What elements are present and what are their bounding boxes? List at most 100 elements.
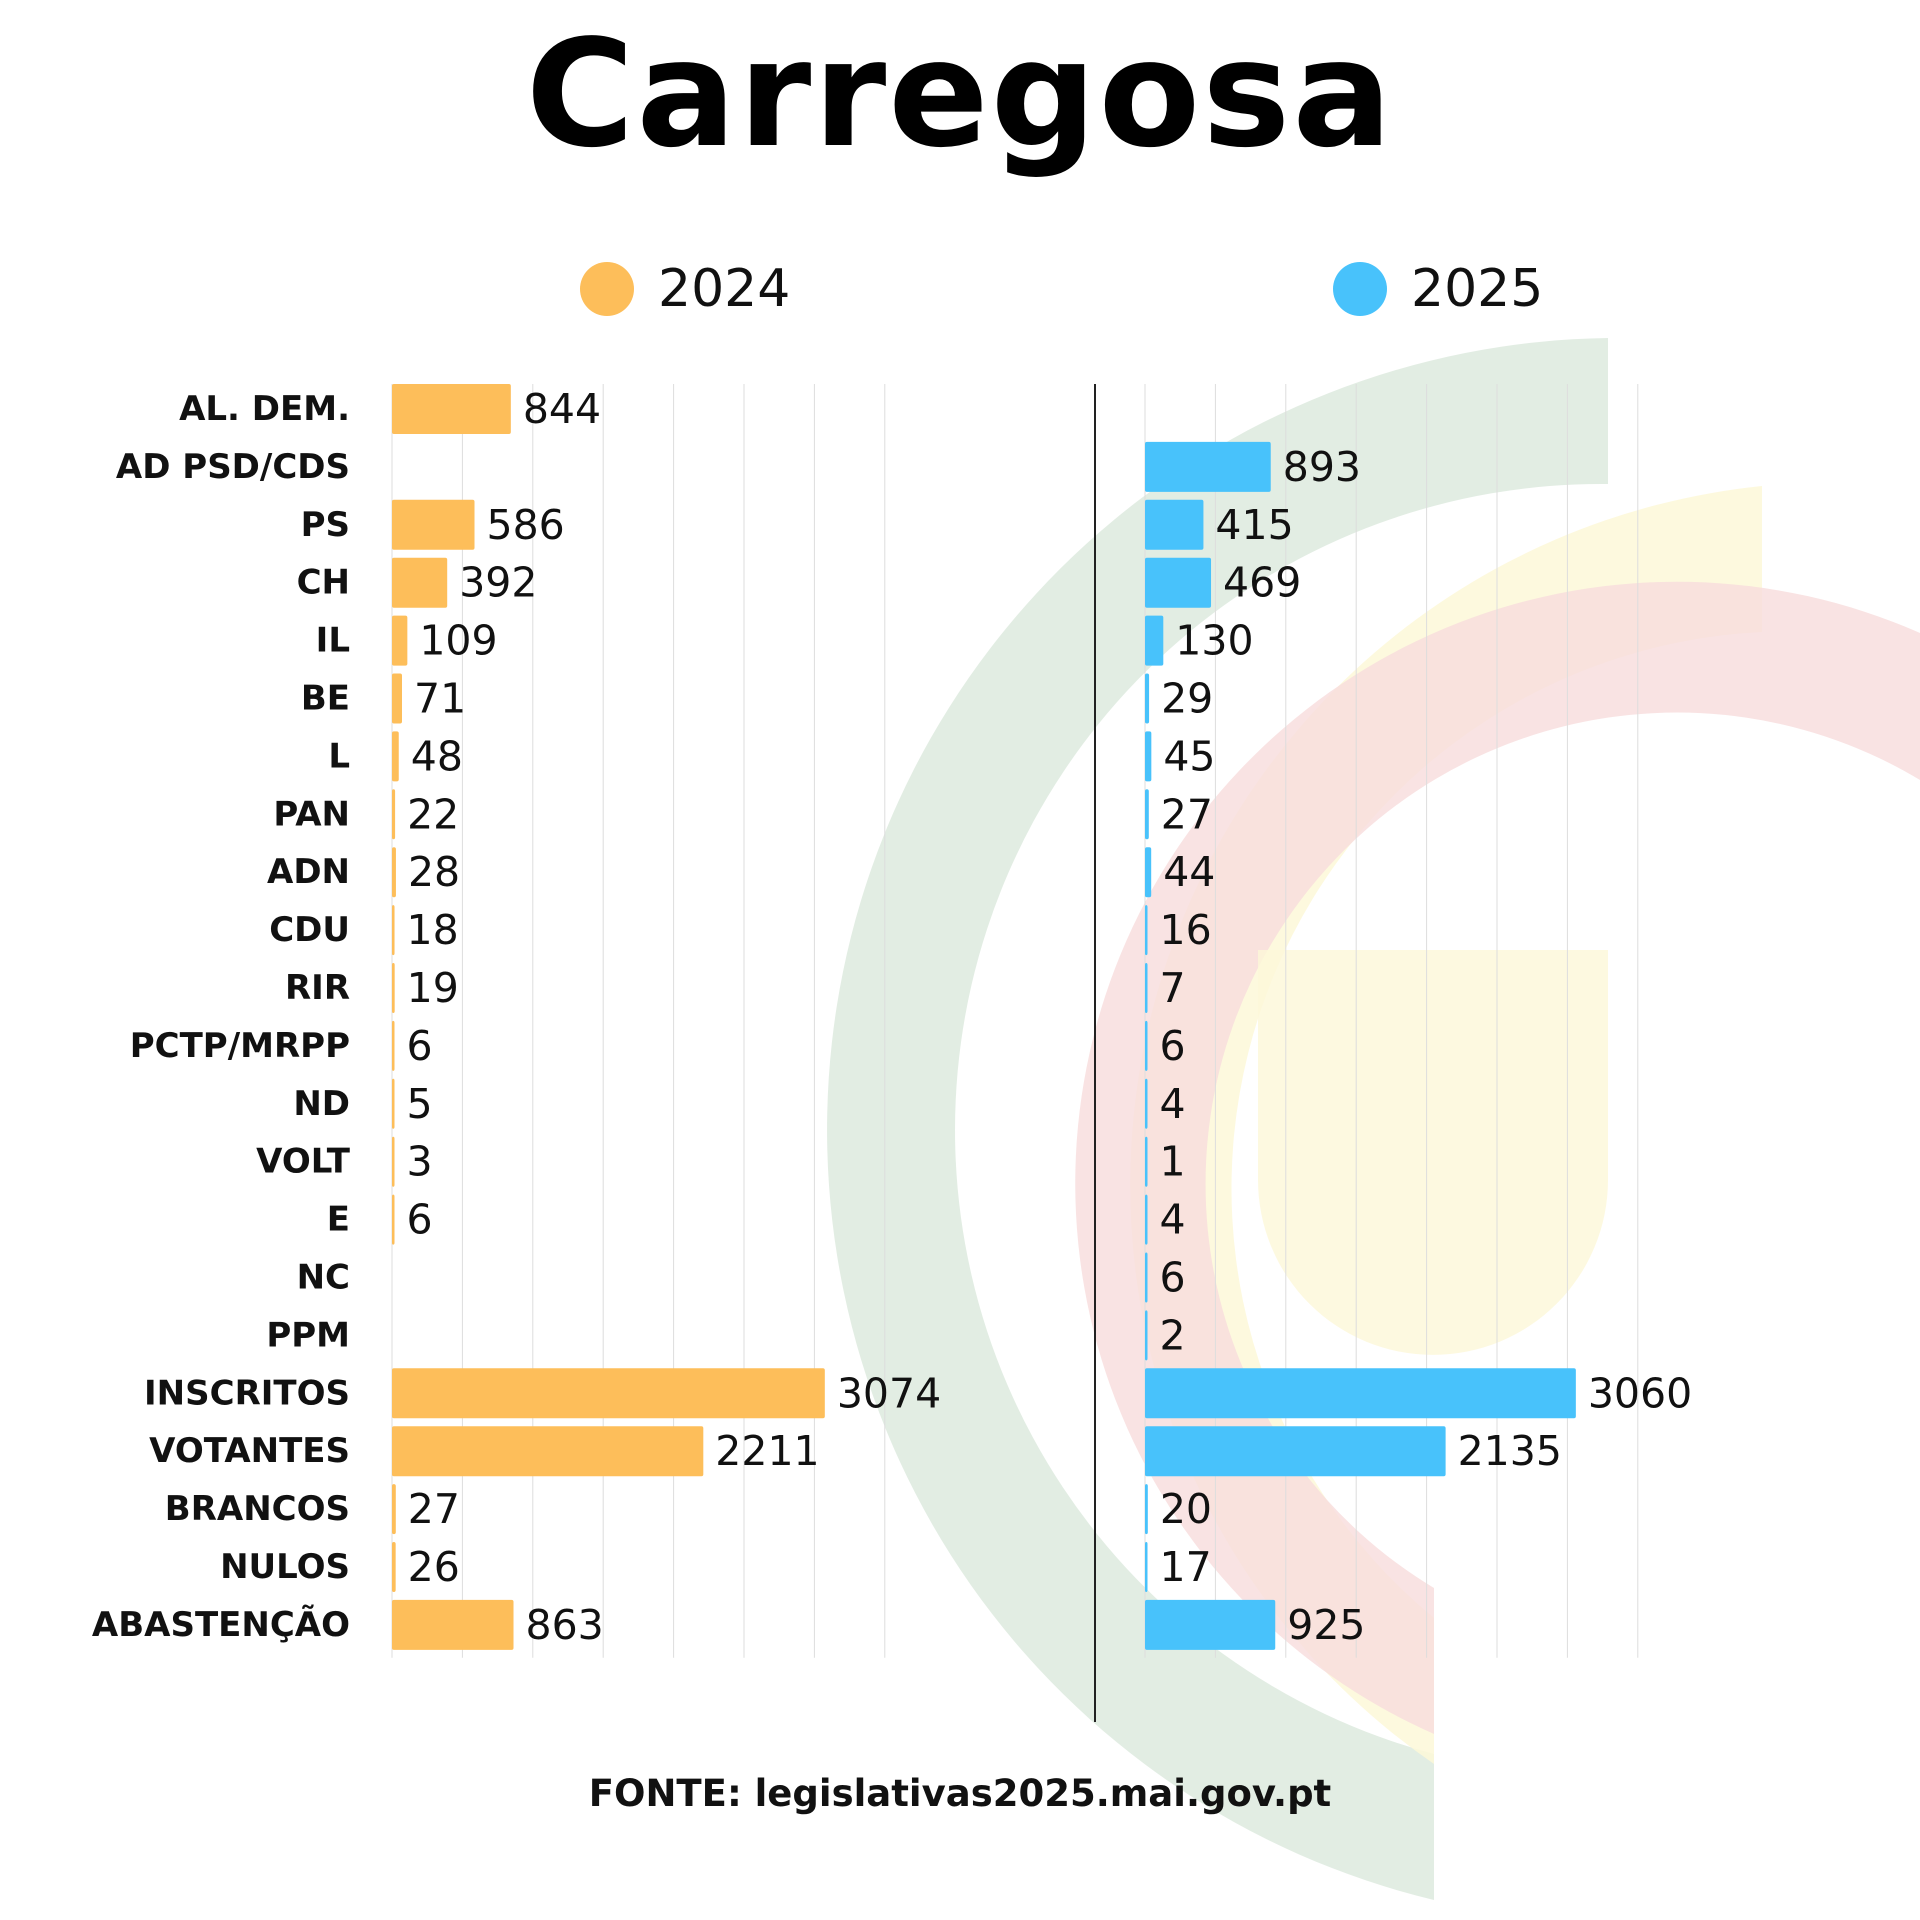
bar <box>1145 1020 1148 1071</box>
data-label: 6 <box>1160 1022 1186 1070</box>
category-label: AD PSD/CDS <box>116 447 350 487</box>
data-label: 71 <box>414 675 466 723</box>
bar <box>1145 789 1149 840</box>
data-label: 893 <box>1283 443 1361 491</box>
legend-marker <box>580 262 634 316</box>
data-label: 130 <box>1175 617 1253 665</box>
category-label: E <box>327 1200 350 1240</box>
data-label: 6 <box>407 1022 433 1070</box>
data-label: 2135 <box>1458 1427 1562 1475</box>
source-note: FONTE: legislativas2025.mai.gov.pt <box>588 1772 1332 1815</box>
data-label: 392 <box>459 559 537 607</box>
category-label: NULOS <box>220 1547 350 1587</box>
data-label: 2 <box>1160 1311 1186 1359</box>
data-label: 3060 <box>1588 1369 1692 1417</box>
data-label: 3 <box>407 1138 433 1186</box>
data-label: 109 <box>419 617 497 665</box>
bar <box>392 384 511 434</box>
category-label: L <box>328 736 350 776</box>
data-labels: 8445863921097148222818196536307422112726… <box>407 385 1693 1649</box>
category-label: PCTP/MRPP <box>130 1026 350 1066</box>
category-label: PS <box>301 505 350 545</box>
bar <box>392 1136 395 1187</box>
category-label: PAN <box>273 794 350 834</box>
category-label: CDU <box>269 910 350 950</box>
bar <box>392 1542 396 1592</box>
bar <box>1145 1078 1148 1129</box>
data-label: 28 <box>408 848 460 896</box>
data-label: 19 <box>407 964 459 1012</box>
data-label: 18 <box>407 906 459 954</box>
bar <box>1145 1599 1276 1650</box>
data-label: 16 <box>1160 906 1212 954</box>
category-label: BE <box>301 679 350 719</box>
bar <box>1145 1194 1148 1245</box>
bar <box>392 557 448 608</box>
bar <box>1145 1542 1148 1592</box>
category-labels: AL. DEM. AD PSD/CDS PS CH IL BE L PAN ADN CDU RIR P… <box>92 389 351 1645</box>
data-label: 2211 <box>715 1427 819 1475</box>
bar <box>392 1484 396 1535</box>
category-label: PPM <box>266 1315 350 1355</box>
data-label: 4 <box>1160 1196 1186 1244</box>
category-label: ABASTENÇÃO <box>92 1604 350 1645</box>
bar <box>1145 615 1164 666</box>
bar <box>1145 499 1204 550</box>
bar <box>392 963 395 1013</box>
bar <box>392 905 395 956</box>
bar <box>392 1599 514 1650</box>
chart-title: Carregosa <box>525 8 1395 180</box>
bar <box>392 847 396 898</box>
category-label: BRANCOS <box>165 1489 350 1529</box>
bar <box>1145 673 1150 724</box>
data-label: 29 <box>1161 675 1213 723</box>
data-label: 6 <box>407 1196 433 1244</box>
data-label: 415 <box>1215 501 1293 549</box>
category-label: VOTANTES <box>149 1431 350 1471</box>
legend-label: 2025 <box>1411 259 1543 319</box>
legend: 2024 2025 <box>580 259 1543 319</box>
data-label: 20 <box>1160 1485 1212 1533</box>
bar <box>392 1020 395 1071</box>
legend-label: 2024 <box>658 259 790 319</box>
data-label: 4 <box>1160 1080 1186 1128</box>
category-label: AL. DEM. <box>179 389 350 429</box>
data-label: 863 <box>526 1601 604 1649</box>
bar <box>1145 1252 1148 1303</box>
category-label: ADN <box>267 852 350 892</box>
category-label: VOLT <box>256 1142 351 1182</box>
data-label: 1 <box>1160 1138 1186 1186</box>
data-label: 26 <box>408 1543 460 1591</box>
data-label: 27 <box>408 1485 460 1533</box>
data-label: 22 <box>407 790 459 838</box>
bar <box>1145 557 1212 608</box>
data-label: 925 <box>1287 1601 1365 1649</box>
data-label: 45 <box>1163 732 1215 780</box>
bar <box>392 615 408 666</box>
data-label: 44 <box>1163 848 1215 896</box>
data-label: 17 <box>1160 1543 1212 1591</box>
data-label: 6 <box>1160 1254 1186 1302</box>
bar <box>1145 1484 1148 1535</box>
data-label: 48 <box>411 732 463 780</box>
bar <box>392 789 396 840</box>
bar <box>1145 731 1152 782</box>
category-label: ND <box>293 1084 350 1124</box>
bar <box>1145 1310 1148 1361</box>
bar <box>1145 1368 1576 1419</box>
data-label: 586 <box>487 501 565 549</box>
data-label: 5 <box>407 1080 433 1128</box>
bars <box>392 384 1576 1650</box>
data-label: 27 <box>1161 790 1213 838</box>
category-label: INSCRITOS <box>144 1373 350 1413</box>
bar <box>392 673 402 724</box>
bar <box>1145 905 1148 956</box>
bar <box>392 499 475 550</box>
bar <box>1145 1136 1148 1187</box>
category-label: RIR <box>285 968 350 1008</box>
bar <box>392 1194 395 1245</box>
category-label: NC <box>297 1258 350 1298</box>
bar <box>392 1078 395 1129</box>
bar <box>1145 847 1152 898</box>
